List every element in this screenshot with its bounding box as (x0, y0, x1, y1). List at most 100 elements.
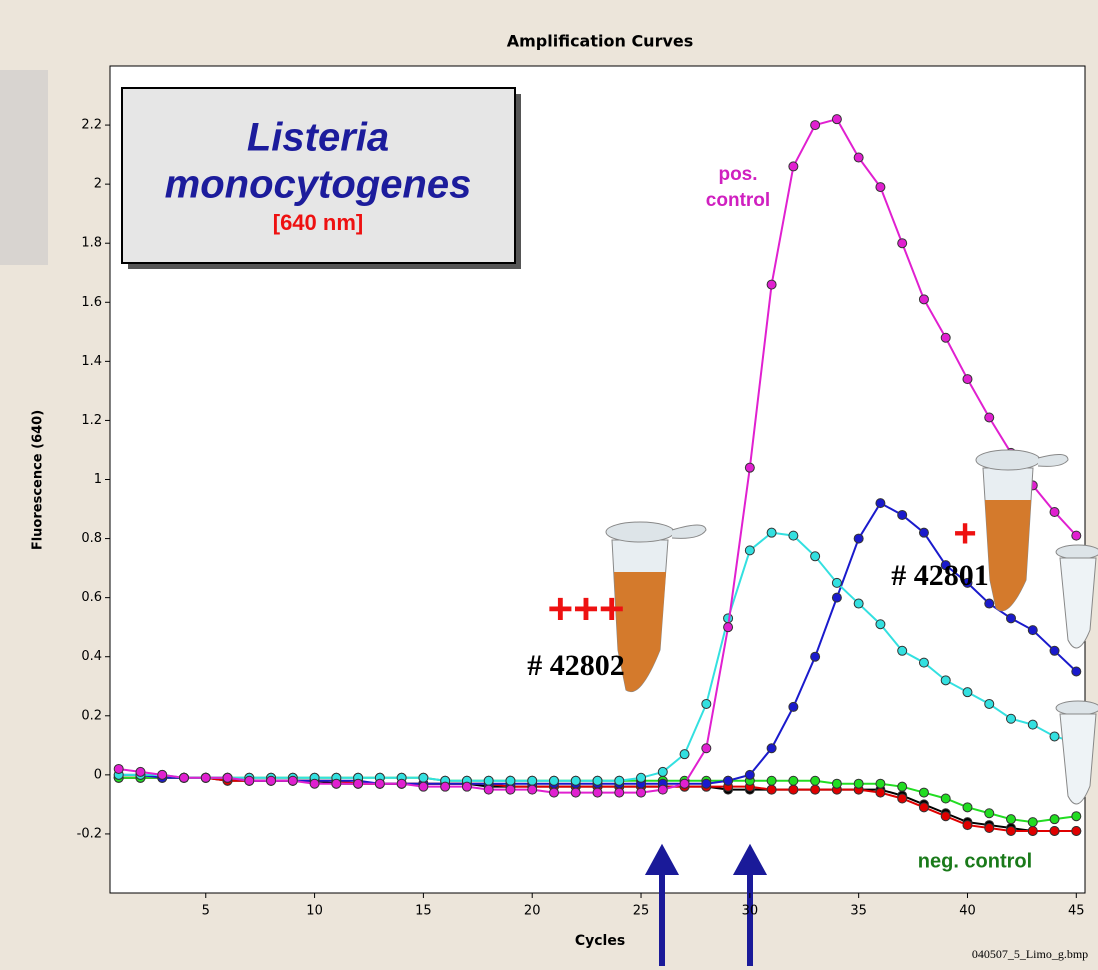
curve-point (637, 773, 646, 782)
curve-point (1050, 732, 1059, 741)
curve-point (985, 809, 994, 818)
curve-point (919, 295, 928, 304)
box-title: monocytogenes (165, 163, 472, 207)
y-tick-label: 1 (94, 472, 102, 487)
curve-point (832, 593, 841, 602)
curve-point (1007, 826, 1016, 835)
curve-point (658, 767, 667, 776)
curve-point (832, 115, 841, 124)
curve-point (354, 779, 363, 788)
curve-point (789, 776, 798, 785)
curve-point (528, 785, 537, 794)
curve-point (506, 785, 515, 794)
curve-point (811, 121, 820, 130)
curve-point (571, 776, 580, 785)
y-axis-label: Fluorescence (640) (31, 410, 46, 550)
curve-point (397, 779, 406, 788)
curve-point (963, 688, 972, 697)
curve-point (811, 776, 820, 785)
x-tick-label: 20 (524, 904, 541, 919)
curve-point (941, 676, 950, 685)
x-tick-label: 5 (202, 904, 210, 919)
curve-point (1028, 626, 1037, 635)
curve-point (724, 623, 733, 632)
curve-point (789, 531, 798, 540)
curve-point (1050, 507, 1059, 516)
curve-point (789, 785, 798, 794)
curve-point (745, 463, 754, 472)
x-tick-label: 15 (415, 904, 432, 919)
curve-point (854, 599, 863, 608)
curve-point (484, 776, 493, 785)
curve-point (223, 773, 232, 782)
curve-point (637, 788, 646, 797)
curve-point (941, 812, 950, 821)
curve-point (832, 578, 841, 587)
curve-point (898, 794, 907, 803)
curve-point (375, 779, 384, 788)
curve-point (419, 782, 428, 791)
curve-point (745, 770, 754, 779)
chart-title: Amplification Curves (507, 32, 694, 51)
curve-point (1072, 812, 1081, 821)
curve-point (898, 782, 907, 791)
x-tick-label: 45 (1068, 904, 1085, 919)
curve-point (201, 773, 210, 782)
curve-point (811, 785, 820, 794)
curve-point (876, 620, 885, 629)
curve-point (549, 788, 558, 797)
y-tick-label: -0.2 (77, 826, 102, 841)
curve-point (919, 788, 928, 797)
curve-point (1072, 826, 1081, 835)
annotation: neg. control (918, 850, 1032, 872)
y-tick-label: 1.4 (81, 354, 102, 369)
curve-point (898, 510, 907, 519)
curve-point (876, 183, 885, 192)
curve-point (876, 788, 885, 797)
y-tick-label: 0 (94, 767, 102, 782)
curve-point (114, 764, 123, 773)
curve-point (767, 528, 776, 537)
curve-point (854, 779, 863, 788)
curve-point (919, 803, 928, 812)
curve-point (680, 750, 689, 759)
x-tick-label: 25 (633, 904, 650, 919)
annotation: # 42802 (527, 649, 625, 682)
curve-point (593, 788, 602, 797)
curve-point (528, 776, 537, 785)
curve-point (811, 652, 820, 661)
curve-point (593, 776, 602, 785)
curve-point (245, 776, 254, 785)
curve-point (876, 779, 885, 788)
curve-point (1050, 646, 1059, 655)
annotation: +++ (547, 585, 624, 634)
curve-point (658, 785, 667, 794)
curve-point (288, 776, 297, 785)
curve-point (941, 794, 950, 803)
curve-point (702, 779, 711, 788)
curve-point (1072, 667, 1081, 676)
curve-point (767, 776, 776, 785)
curve-point (1072, 531, 1081, 540)
curve-point (789, 702, 798, 711)
curve-point (136, 767, 145, 776)
side-panel (0, 70, 48, 265)
curve-point (789, 162, 798, 171)
curve-point (310, 779, 319, 788)
curve-point (898, 646, 907, 655)
curve-point (1050, 815, 1059, 824)
curve-point (876, 499, 885, 508)
box-title: Listeria (247, 116, 389, 160)
curve-point (832, 779, 841, 788)
y-tick-label: 0.6 (81, 590, 102, 605)
curve-point (767, 280, 776, 289)
curve-point (767, 785, 776, 794)
curve-point (767, 744, 776, 753)
curve-point (919, 658, 928, 667)
info-box: Listeria monocytogenes [640 nm] (122, 88, 521, 269)
y-tick-label: 1.8 (81, 236, 102, 251)
curve-point (963, 375, 972, 384)
curve-point (267, 776, 276, 785)
curve-point (941, 333, 950, 342)
curve-point (1007, 815, 1016, 824)
